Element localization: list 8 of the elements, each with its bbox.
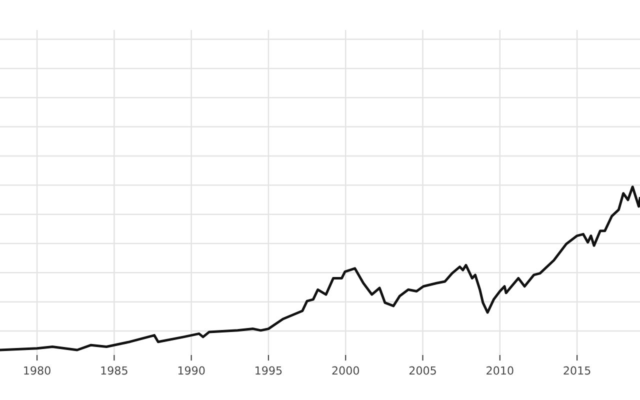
x-tick-label: 2005	[409, 366, 436, 375]
x-tick-label: 1990	[178, 366, 205, 375]
x-tick-label: 2010	[486, 366, 514, 375]
x-tick-label: 2000	[332, 366, 360, 375]
x-tick-label: 1980	[24, 366, 50, 375]
x-tick-label: 2015	[564, 366, 590, 375]
x-tick-label: 1995	[256, 366, 282, 375]
x-tick-label: 1985	[101, 366, 128, 375]
